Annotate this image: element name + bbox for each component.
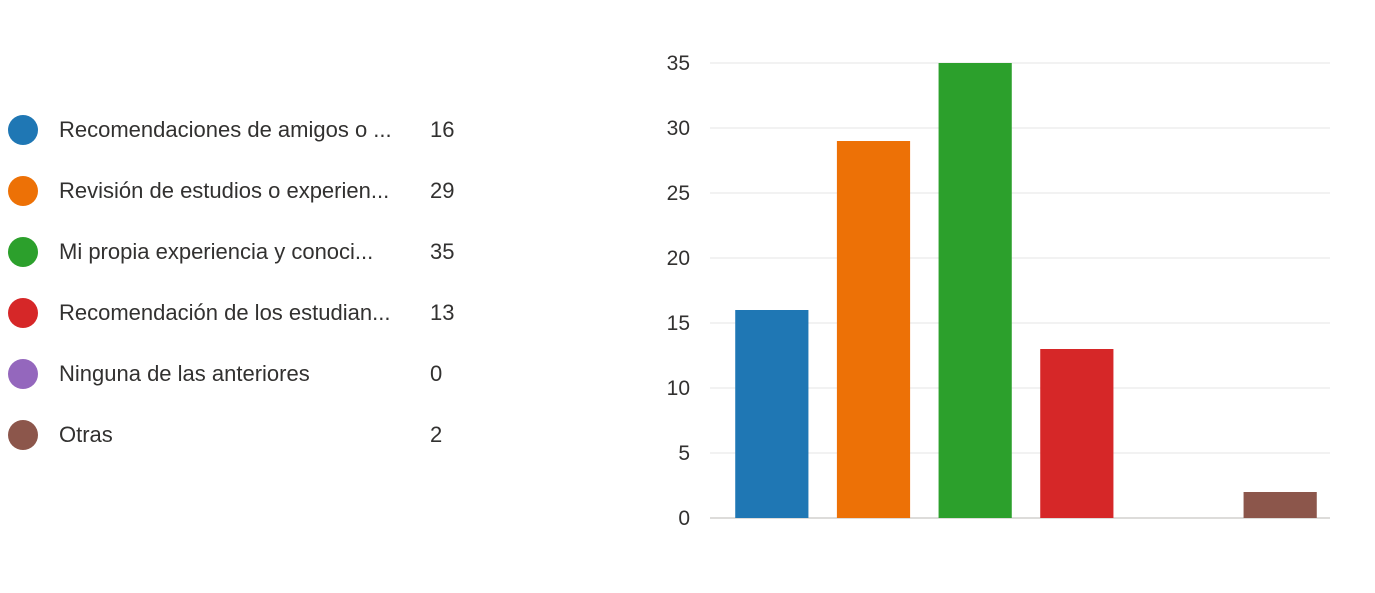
legend-swatch bbox=[8, 358, 38, 389]
legend-label: Revisión de estudios o experien... bbox=[59, 177, 390, 203]
bar[interactable] bbox=[836, 141, 911, 518]
legend-swatch bbox=[8, 175, 38, 206]
legend-item[interactable]: Recomendación de los estudian... 13 bbox=[0, 282, 470, 343]
grid-lines bbox=[710, 62, 1330, 519]
bar[interactable] bbox=[735, 310, 809, 518]
legend-swatch bbox=[8, 236, 38, 267]
legend-value: 0 bbox=[430, 360, 443, 386]
legend-value: 29 bbox=[430, 177, 455, 203]
y-tick-label: 15 bbox=[667, 312, 690, 335]
bars bbox=[735, 63, 1317, 518]
chart-legend: Recomendaciones de amigos o ... 16 Revisió… bbox=[0, 99, 470, 465]
legend-item[interactable]: Ninguna de las anteriores 0 bbox=[0, 343, 470, 404]
legend-label: Ninguna de las anteriores bbox=[59, 360, 310, 386]
legend-label: Recomendaciones de amigos o ... bbox=[59, 116, 392, 142]
legend-swatch bbox=[8, 114, 38, 145]
legend-item[interactable]: Revisión de estudios o experien... 29 bbox=[0, 160, 470, 221]
legend-value: 2 bbox=[430, 421, 443, 447]
legend-swatch bbox=[8, 419, 38, 450]
y-tick-label: 10 bbox=[667, 377, 690, 400]
y-tick-label: 30 bbox=[667, 117, 690, 140]
legend-item[interactable]: Otras 2 bbox=[0, 404, 470, 465]
legend-label: Recomendación de los estudian... bbox=[59, 299, 391, 325]
legend-item[interactable]: Mi propia experiencia y conoci... 35 bbox=[0, 221, 470, 282]
legend-value: 13 bbox=[430, 299, 455, 325]
legend-value: 35 bbox=[430, 238, 455, 264]
legend-swatch bbox=[8, 297, 38, 328]
y-tick-label: 20 bbox=[667, 247, 690, 270]
bar-chart: 0 5 10 15 20 25 30 35 bbox=[667, 52, 1330, 530]
legend-label: Otras bbox=[59, 421, 113, 447]
bar[interactable] bbox=[1040, 349, 1114, 518]
y-tick-label: 0 bbox=[678, 507, 690, 530]
legend-label: Mi propia experiencia y conoci... bbox=[59, 238, 374, 264]
y-tick-label: 35 bbox=[667, 52, 690, 75]
y-tick-label: 25 bbox=[667, 182, 690, 205]
y-tick-label: 5 bbox=[678, 442, 690, 465]
bar[interactable] bbox=[938, 63, 1012, 518]
legend-value: 16 bbox=[430, 116, 455, 142]
y-axis: 0 5 10 15 20 25 30 35 bbox=[667, 52, 690, 530]
legend-item[interactable]: Recomendaciones de amigos o ... 16 bbox=[0, 99, 470, 160]
bar[interactable] bbox=[1243, 492, 1317, 518]
